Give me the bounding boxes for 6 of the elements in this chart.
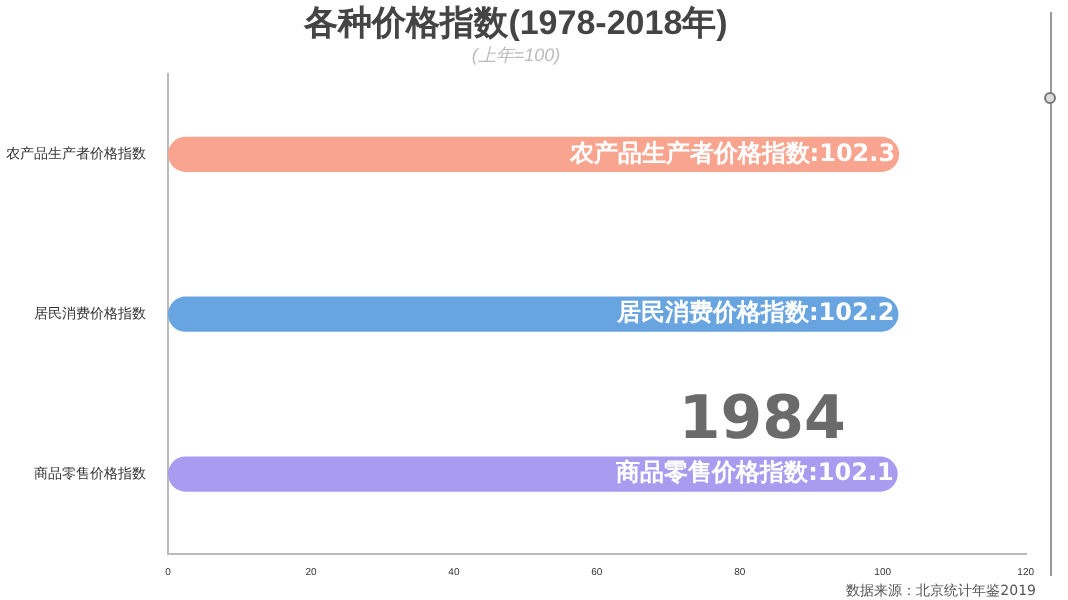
data-label: 商品零售价格指数:102.1 (614, 458, 894, 487)
chart-subtitle: (上年=100) (471, 44, 561, 65)
annotation: 1984 (678, 384, 846, 454)
chart-title: 各种价格指数(1978-2018年) (302, 3, 728, 42)
data-label: 居民消费价格指数:102.2 (614, 298, 895, 327)
data-label: 农产品生产者价格指数:102.3 (567, 138, 896, 167)
